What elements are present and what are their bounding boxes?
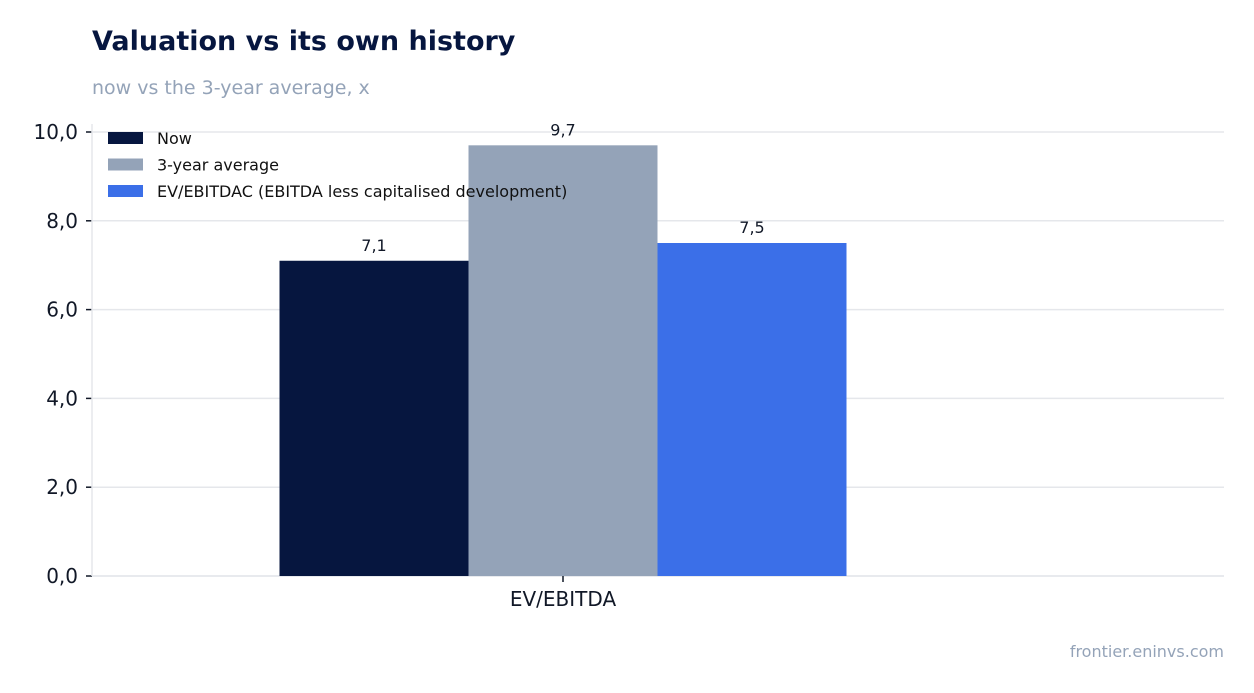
y-tick-label: 0,0 <box>46 564 78 588</box>
legend-swatch <box>108 158 143 171</box>
legend-swatch <box>108 132 143 144</box>
legend-swatch <box>108 185 143 197</box>
y-tick-label: 2,0 <box>46 475 78 499</box>
y-tick-label: 10,0 <box>33 120 78 144</box>
bar-1 <box>279 260 469 576</box>
bar-2 <box>468 145 658 576</box>
bars <box>279 145 847 576</box>
chart-subtitle: now vs the 3-year average, x <box>92 77 370 99</box>
legend-label: Now <box>157 129 192 148</box>
chart-title: Valuation vs its own history <box>92 26 516 57</box>
axes: 0,0 2,0 4,0 6,0 8,0 10,0 EV/EBITDA <box>33 120 1224 611</box>
legend: Now 3-year average EV/EBITDAC (EBITDA less… <box>108 129 567 201</box>
data-label: 7,1 <box>361 236 386 255</box>
legend-label: 3-year average <box>157 156 279 175</box>
legend-label: EV/EBITDAC (EBITDA less capitalised deve… <box>157 182 567 201</box>
data-labels: 7,1 9,7 7,5 <box>361 120 764 254</box>
y-tick-label: 4,0 <box>46 386 78 410</box>
x-tick-label: EV/EBITDA <box>510 587 617 611</box>
source-credit: frontier.eninvs.com <box>1069 642 1224 661</box>
y-tick-label: 8,0 <box>46 209 78 233</box>
bar-3 <box>657 243 847 576</box>
data-label: 9,7 <box>550 120 575 139</box>
data-label: 7,5 <box>739 218 764 237</box>
y-tick-label: 6,0 <box>46 298 78 322</box>
